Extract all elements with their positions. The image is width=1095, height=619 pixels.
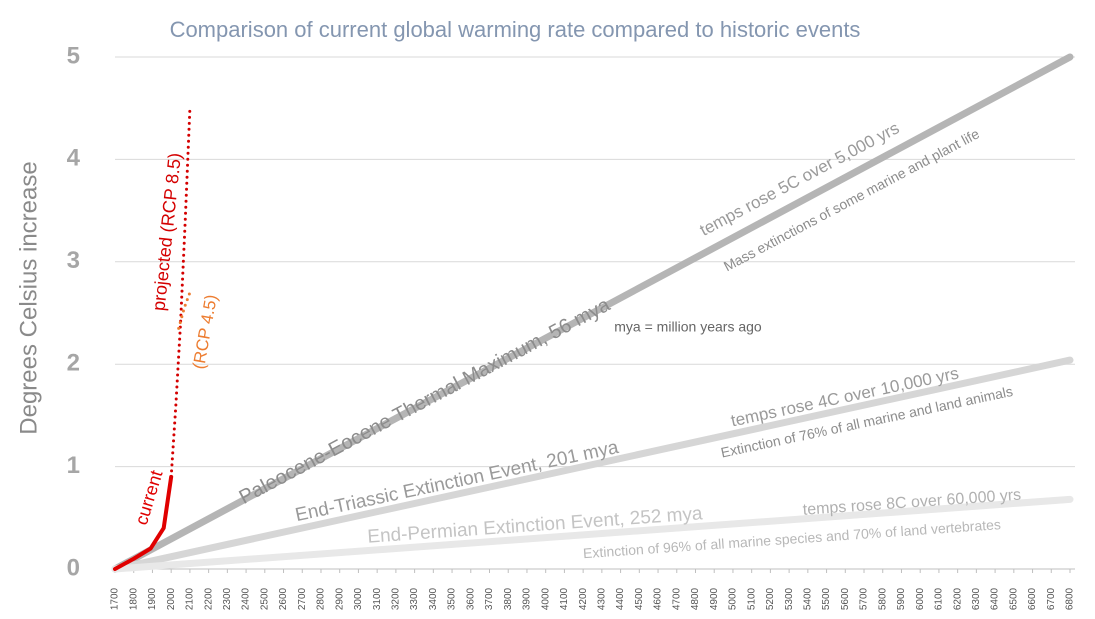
chart-title: Comparison of current global warming rat… <box>170 17 861 42</box>
x-tick-label: 6200 <box>952 587 963 610</box>
y-tick-label: 1 <box>67 452 80 479</box>
x-tick-label: 2300 <box>222 587 233 610</box>
x-tick-label: 6300 <box>971 587 982 610</box>
x-tick-label: 4100 <box>559 587 570 610</box>
x-tick-label: 5100 <box>746 587 757 610</box>
x-tick-label: 5000 <box>728 587 739 610</box>
x-tick-label: 5700 <box>859 587 870 610</box>
x-tick-label: 6800 <box>1065 587 1076 610</box>
x-tick-label: 2900 <box>334 587 345 610</box>
x-tick-label: 5300 <box>784 587 795 610</box>
x-tick-label: 3600 <box>465 587 476 610</box>
x-tick-label: 1900 <box>147 587 158 610</box>
x-tick-label: 3000 <box>353 587 364 610</box>
x-tick-label: 4000 <box>540 587 551 610</box>
y-tick-label: 3 <box>67 247 80 274</box>
x-tick-label: 3900 <box>522 587 533 610</box>
x-tick-label: 4400 <box>615 587 626 610</box>
x-tick-label: 3100 <box>372 587 383 610</box>
x-tick-label: 5500 <box>821 587 832 610</box>
series-line <box>169 106 192 479</box>
x-tick-label: 6100 <box>934 587 945 610</box>
x-tick-label: 2600 <box>278 587 289 610</box>
x-tick-label: 5200 <box>765 587 776 610</box>
x-tick-label: 3800 <box>503 587 514 610</box>
y-tick-label: 2 <box>67 350 80 377</box>
series-line <box>111 495 1074 573</box>
x-tick-label: 2000 <box>166 587 177 610</box>
series-line <box>177 291 192 330</box>
annotation: mya = million years ago <box>614 319 762 335</box>
x-tick-label: 5600 <box>840 587 851 610</box>
x-tick-label: 6600 <box>1027 587 1038 610</box>
x-tick-label: 2200 <box>203 587 214 610</box>
x-tick-label: 4700 <box>671 587 682 610</box>
x-tick-label: 4300 <box>597 587 608 610</box>
x-tick-label: 3300 <box>409 587 420 610</box>
series-line <box>111 53 1074 573</box>
x-tick-label: 3700 <box>484 587 495 610</box>
x-tick-label: 5800 <box>877 587 888 610</box>
series-line <box>113 474 174 571</box>
series-label: current <box>131 468 167 527</box>
x-tick-label: 2700 <box>297 587 308 610</box>
x-tick-label: 4900 <box>709 587 720 610</box>
x-tick-label: 6000 <box>915 587 926 610</box>
y-tick-label: 5 <box>67 42 80 69</box>
x-tick-label: 2100 <box>185 587 196 610</box>
x-tick-label: 6500 <box>1008 587 1019 610</box>
y-axis-label: Degrees Celsius increase <box>15 161 42 434</box>
x-tick-label: 2400 <box>241 587 252 610</box>
x-tick-label: 6700 <box>1046 587 1057 610</box>
x-tick-label: 2500 <box>259 587 270 610</box>
x-tick-label: 3400 <box>428 587 439 610</box>
x-tick-label: 3500 <box>447 587 458 610</box>
x-tick-label: 4800 <box>690 587 701 610</box>
series-label: (RCP 4.5) <box>189 293 221 370</box>
y-tick-label: 4 <box>67 145 81 172</box>
x-tick-label: 4500 <box>634 587 645 610</box>
series-line <box>111 356 1074 573</box>
x-tick-label: 1700 <box>110 587 121 610</box>
x-tick-label: 5900 <box>896 587 907 610</box>
x-tick-label: 2800 <box>316 587 327 610</box>
series-label: Paleocene-Eocene Thermal Maximum, 56 mya <box>236 293 615 508</box>
x-tick-label: 4200 <box>578 587 589 610</box>
x-tick-label: 5400 <box>802 587 813 610</box>
x-tick-label: 6400 <box>990 587 1001 610</box>
x-tick-label: 1800 <box>128 587 139 610</box>
y-tick-label: 0 <box>67 554 80 581</box>
x-tick-label: 4600 <box>653 587 664 610</box>
x-tick-label: 3200 <box>391 587 402 610</box>
series-label: projected (RCP 8.5) <box>149 152 185 312</box>
